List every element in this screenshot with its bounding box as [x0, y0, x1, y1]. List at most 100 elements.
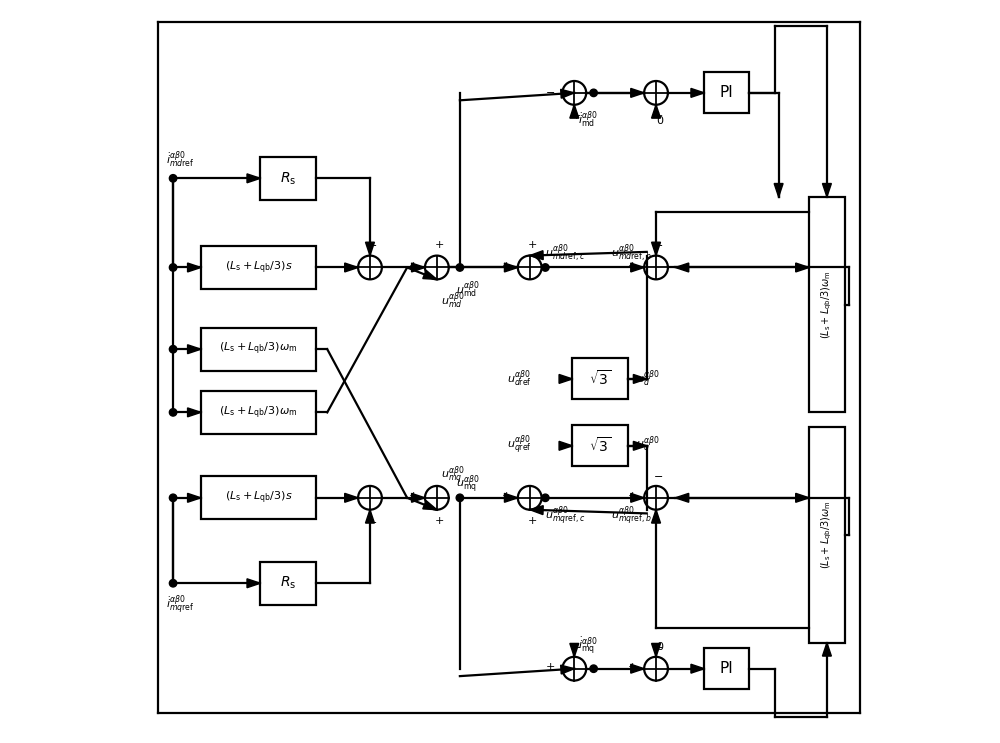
- Circle shape: [358, 486, 382, 510]
- Polygon shape: [412, 263, 425, 272]
- Text: $-$: $-$: [545, 85, 556, 96]
- Polygon shape: [822, 184, 831, 197]
- Polygon shape: [559, 374, 572, 383]
- Polygon shape: [633, 374, 647, 383]
- Polygon shape: [247, 174, 260, 183]
- Text: $u_{m q{\rm ref},b}^{\alpha\beta 0}$: $u_{m q{\rm ref},b}^{\alpha\beta 0}$: [611, 504, 652, 528]
- Polygon shape: [631, 88, 644, 97]
- Text: $0$: $0$: [656, 640, 664, 652]
- Text: $+$: $+$: [545, 661, 556, 672]
- Text: $-$: $-$: [341, 260, 351, 270]
- Bar: [201, 476, 316, 519]
- Polygon shape: [652, 242, 660, 256]
- Circle shape: [644, 256, 668, 279]
- Text: $+$: $+$: [527, 239, 537, 250]
- Text: $-$: $-$: [367, 239, 377, 250]
- Text: $+$: $+$: [571, 111, 582, 121]
- Circle shape: [562, 657, 586, 681]
- Text: $+$: $+$: [501, 490, 511, 501]
- Polygon shape: [530, 506, 543, 515]
- Text: PI: PI: [720, 85, 733, 100]
- Circle shape: [644, 657, 668, 681]
- Text: $+$: $+$: [408, 490, 418, 501]
- Text: $(L_{\rm s}+L_{\rm qb}/3)\omega_{\rm m}$: $(L_{\rm s}+L_{\rm qb}/3)\omega_{\rm m}$: [820, 501, 834, 569]
- Polygon shape: [774, 184, 783, 197]
- Circle shape: [425, 256, 449, 279]
- Text: $+$: $+$: [527, 516, 537, 526]
- Bar: [809, 427, 845, 643]
- Polygon shape: [504, 263, 518, 272]
- Polygon shape: [366, 242, 374, 256]
- Text: $(L_{\rm s}+L_{\rm qb}/3)\omega_{\rm m}$: $(L_{\rm s}+L_{\rm qb}/3)\omega_{\rm m}$: [219, 404, 298, 421]
- Text: $-$: $-$: [627, 85, 637, 96]
- Text: $u_{m d{\rm ref},c}^{\alpha\beta 0}$: $u_{m d{\rm ref},c}^{\alpha\beta 0}$: [545, 243, 585, 265]
- Polygon shape: [412, 493, 425, 502]
- Text: $u_{m q{\rm ref},c}^{\alpha\beta 0}$: $u_{m q{\rm ref},c}^{\alpha\beta 0}$: [545, 504, 585, 528]
- Text: $u_{m d}^{\alpha\beta 0}$: $u_{m d}^{\alpha\beta 0}$: [441, 291, 465, 311]
- Circle shape: [456, 264, 464, 271]
- Bar: [260, 562, 316, 605]
- Text: $\sqrt{3}$: $\sqrt{3}$: [589, 369, 611, 389]
- Polygon shape: [652, 643, 660, 657]
- Text: $-$: $-$: [571, 640, 582, 651]
- Polygon shape: [796, 263, 809, 272]
- Text: $u_{m q}^{\alpha\beta 0}$: $u_{m q}^{\alpha\beta 0}$: [441, 464, 465, 487]
- Circle shape: [644, 486, 668, 510]
- Text: $\dot{i}_{m d{\rm ref}}^{\alpha\beta 0}$: $\dot{i}_{m d{\rm ref}}^{\alpha\beta 0}$: [166, 149, 194, 170]
- Circle shape: [169, 409, 177, 416]
- Circle shape: [169, 345, 177, 353]
- Text: $+$: $+$: [653, 111, 663, 121]
- Text: $(L_{\rm s}+L_{\rm qb}/3)s$: $(L_{\rm s}+L_{\rm qb}/3)s$: [225, 259, 292, 276]
- Polygon shape: [691, 88, 704, 97]
- Polygon shape: [530, 250, 543, 259]
- Polygon shape: [570, 105, 579, 118]
- Text: $-$: $-$: [653, 239, 663, 250]
- Text: PI: PI: [720, 661, 733, 676]
- Polygon shape: [423, 501, 437, 510]
- Circle shape: [518, 256, 542, 279]
- Text: $(L_{\rm s}+L_{\rm qb}/3)\omega_{\rm m}$: $(L_{\rm s}+L_{\rm qb}/3)\omega_{\rm m}$: [820, 270, 834, 339]
- Text: $(L_{\rm s}+L_{\rm qb}/3)s$: $(L_{\rm s}+L_{\rm qb}/3)s$: [225, 490, 292, 506]
- Circle shape: [542, 494, 549, 502]
- Text: $R_{\rm s}$: $R_{\rm s}$: [280, 575, 296, 591]
- Text: $+$: $+$: [408, 260, 418, 270]
- Polygon shape: [188, 345, 201, 354]
- Text: $\dot{i}_{\rm md}^{\alpha\beta 0}$: $\dot{i}_{\rm md}^{\alpha\beta 0}$: [578, 109, 598, 130]
- Polygon shape: [423, 270, 437, 279]
- Text: $\dot{i}_{m q{\rm ref}}^{\alpha\beta 0}$: $\dot{i}_{m q{\rm ref}}^{\alpha\beta 0}$: [166, 594, 194, 617]
- Text: $u_d^{\alpha\beta 0}$: $u_d^{\alpha\beta 0}$: [636, 369, 660, 389]
- Circle shape: [456, 494, 464, 502]
- Text: $+$: $+$: [501, 260, 511, 270]
- Bar: [572, 359, 628, 400]
- Text: $u_q^{\alpha\beta 0}$: $u_q^{\alpha\beta 0}$: [636, 435, 660, 457]
- Text: $-$: $-$: [367, 516, 377, 526]
- Bar: [201, 328, 316, 371]
- Text: $u_{\rm mq}^{\alpha\beta 0}$: $u_{\rm mq}^{\alpha\beta 0}$: [456, 473, 480, 496]
- Circle shape: [644, 81, 668, 105]
- Text: $(L_{\rm s}+L_{\rm qb}/3)\omega_{\rm m}$: $(L_{\rm s}+L_{\rm qb}/3)\omega_{\rm m}$: [219, 341, 298, 357]
- Polygon shape: [691, 664, 704, 673]
- Circle shape: [169, 494, 177, 502]
- Bar: [704, 648, 749, 690]
- Polygon shape: [633, 441, 647, 450]
- Circle shape: [169, 264, 177, 271]
- Polygon shape: [559, 441, 572, 450]
- Bar: [704, 73, 749, 113]
- Polygon shape: [188, 408, 201, 417]
- Polygon shape: [631, 664, 644, 673]
- Text: $u_{q{\rm ref}}^{\alpha\beta 0}$: $u_{q{\rm ref}}^{\alpha\beta 0}$: [507, 434, 532, 458]
- Text: $u_{m d{\rm ref},b}^{\alpha\beta 0}$: $u_{m d{\rm ref},b}^{\alpha\beta 0}$: [611, 243, 652, 265]
- Circle shape: [169, 580, 177, 587]
- Circle shape: [590, 89, 597, 97]
- Polygon shape: [345, 493, 358, 502]
- Text: $-$: $-$: [653, 640, 663, 651]
- Polygon shape: [561, 665, 574, 674]
- Polygon shape: [504, 493, 518, 502]
- Text: $-$: $-$: [653, 470, 663, 480]
- Circle shape: [425, 486, 449, 510]
- Bar: [260, 157, 316, 200]
- Text: $+$: $+$: [627, 260, 637, 270]
- Text: $-$: $-$: [341, 490, 351, 501]
- Polygon shape: [561, 89, 574, 98]
- Text: $u_{d{\rm ref}}^{\alpha\beta 0}$: $u_{d{\rm ref}}^{\alpha\beta 0}$: [507, 369, 532, 389]
